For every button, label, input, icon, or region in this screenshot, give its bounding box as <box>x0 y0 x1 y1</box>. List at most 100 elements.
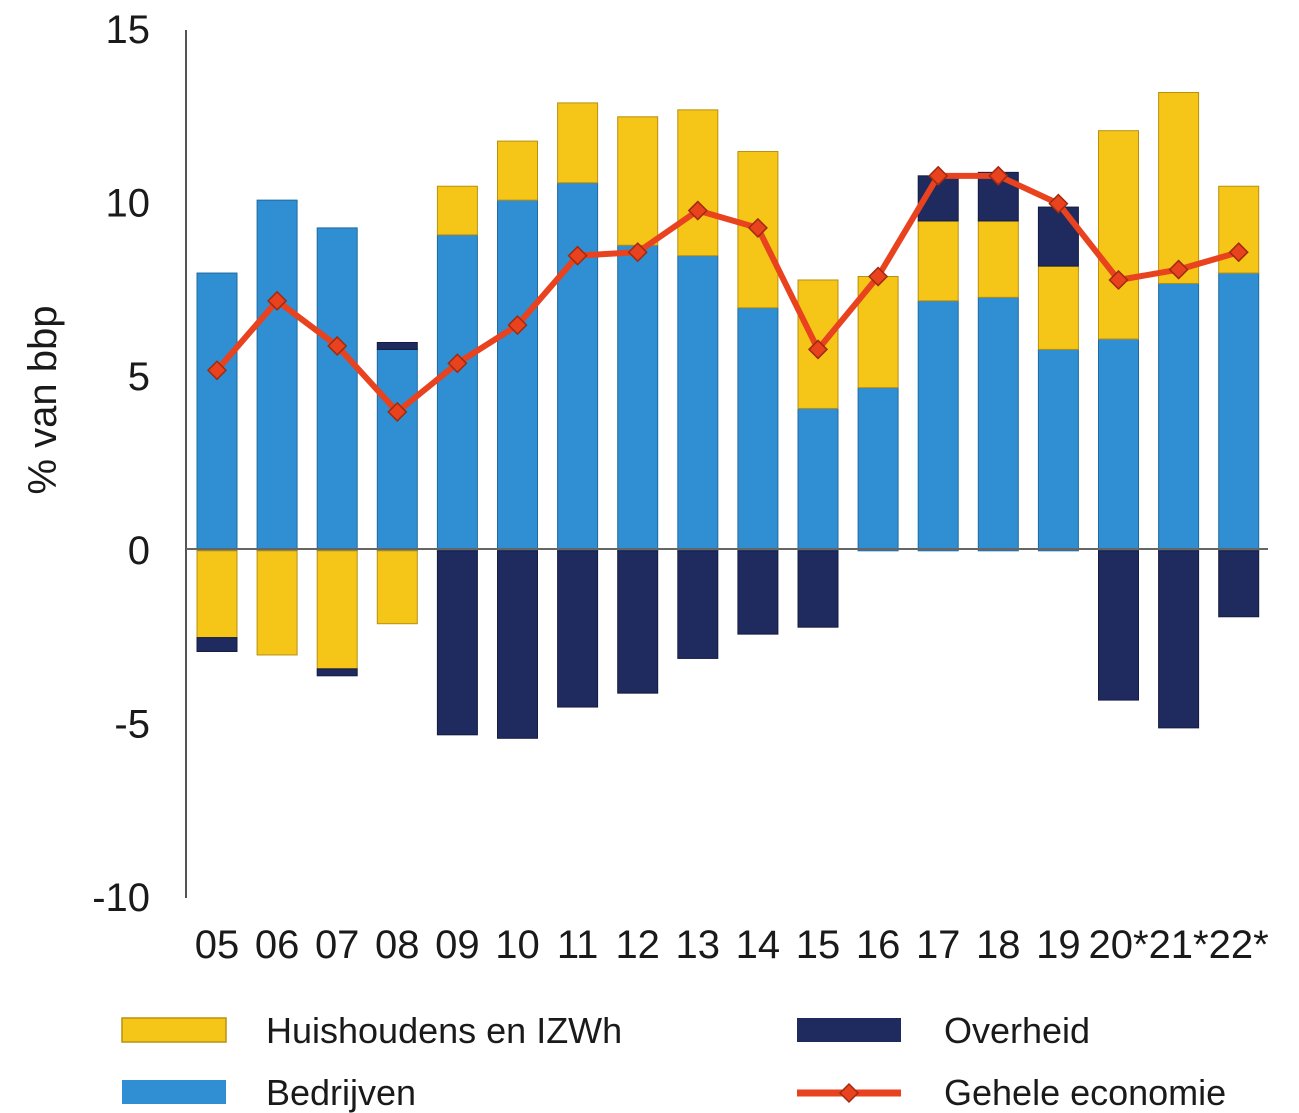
bar-huishoudens-06 <box>256 550 298 656</box>
x-tick-label: 06 <box>255 923 300 967</box>
bars-layer <box>196 91 1260 739</box>
bar-bedrijven-22 <box>1218 272 1260 552</box>
point-gehele-15 <box>807 339 829 360</box>
point-gehele-09 <box>447 353 468 374</box>
x-tick-label: 07 <box>315 923 360 967</box>
y-tick-label: -10 <box>92 876 150 920</box>
line-layer <box>206 165 1249 422</box>
x-tick-label: 11 <box>557 923 599 967</box>
bar-overheid-07 <box>316 668 358 677</box>
x-tick-label: 13 <box>676 923 721 967</box>
bar-overheid-21 <box>1158 550 1200 729</box>
bar-overheid-11 <box>557 550 599 708</box>
bar-overheid-14 <box>737 550 779 635</box>
bar-bedrijven-09 <box>436 234 478 552</box>
bar-bedrijven-11 <box>557 182 599 552</box>
point-gehele-21 <box>1168 259 1189 280</box>
bar-huishoudens-20 <box>1098 130 1139 340</box>
point-gehele-12 <box>627 242 648 263</box>
x-tick-label: 20* <box>1088 923 1148 967</box>
bar-overheid-13 <box>677 550 719 659</box>
x-tick-label: 18 <box>976 923 1021 967</box>
bar-overheid-22 <box>1218 550 1260 618</box>
x-tick-label: 19 <box>1036 923 1081 967</box>
x-tick-label: 14 <box>736 923 781 967</box>
point-gehele-10 <box>507 315 528 336</box>
y-tick-label: 15 <box>106 8 151 52</box>
bar-overheid-19 <box>1037 206 1079 267</box>
x-tick-label: 21* <box>1149 923 1209 967</box>
y-ticks: 15 10 5 0 -5 -10 <box>92 8 150 920</box>
bar-overheid-12 <box>617 550 659 694</box>
bar-bedrijven-13 <box>677 255 719 552</box>
x-tick-label: 09 <box>435 923 480 967</box>
bar-bedrijven-15 <box>797 407 839 552</box>
x-tick-label: 22* <box>1209 923 1269 967</box>
bar-huishoudens-11 <box>557 102 599 184</box>
x-tick-label: 05 <box>195 923 240 967</box>
y-tick-label: 5 <box>128 355 150 399</box>
bar-bedrijven-14 <box>737 307 779 552</box>
x-tick-label: 10 <box>495 923 540 967</box>
bar-bedrijven-17 <box>917 300 959 552</box>
point-gehele-13 <box>687 200 708 221</box>
legend-swatch-gehele-marker <box>838 1082 860 1104</box>
bar-huishoudens-18 <box>977 220 1019 298</box>
point-gehele-19 <box>1048 193 1069 214</box>
y-axis-label: % van bbp <box>21 305 65 494</box>
bar-huishoudens-08 <box>376 550 418 625</box>
point-gehele-08 <box>387 401 408 422</box>
bar-huishoudens-19 <box>1037 265 1079 350</box>
bar-overheid-20 <box>1098 550 1139 701</box>
point-gehele-16 <box>868 266 889 287</box>
point-gehele-05 <box>206 360 228 381</box>
point-gehele-14 <box>747 217 768 238</box>
bar-huishoudens-17 <box>917 220 959 302</box>
y-tick-label: -5 <box>114 702 150 746</box>
bar-bedrijven-18 <box>977 296 1019 552</box>
x-tick-label: 08 <box>375 923 420 967</box>
x-tick-label: 15 <box>796 923 841 967</box>
legend: Huishoudens en IZWh Overheid Bedrijven G… <box>121 1010 1226 1113</box>
bar-overheid-10 <box>497 550 538 739</box>
point-gehele-06 <box>267 290 288 311</box>
legend-label-bedrijven: Bedrijven <box>266 1072 416 1113</box>
legend-label-gehele: Gehele economie <box>944 1072 1226 1113</box>
point-gehele-11 <box>567 245 588 266</box>
x-tick-label: 17 <box>916 923 961 967</box>
bar-bedrijven-08 <box>376 348 418 552</box>
x-ticks: 05 06 07 08 09 10 11 12 13 14 15 16 17 18 19 20* 21* 22* <box>195 923 1269 967</box>
axes <box>185 30 1268 898</box>
legend-swatch-huishoudens <box>121 1017 227 1043</box>
legend-swatch-bedrijven <box>122 1080 226 1104</box>
x-tick-label: 16 <box>856 923 901 967</box>
point-gehele-17 <box>928 165 949 186</box>
point-gehele-20 <box>1108 269 1129 291</box>
legend-swatch-overheid <box>797 1018 901 1042</box>
bar-bedrijven-20 <box>1098 338 1139 552</box>
bar-overheid-05 <box>196 637 238 652</box>
bar-bedrijven-12 <box>617 244 659 552</box>
point-gehele-18 <box>988 165 1009 186</box>
bar-bedrijven-21 <box>1158 282 1200 552</box>
legend-label-huishoudens: Huishoudens en IZWh <box>266 1010 622 1051</box>
bar-huishoudens-05 <box>196 550 238 639</box>
y-tick-label: 10 <box>106 182 151 226</box>
bar-overheid-15 <box>797 550 839 628</box>
bar-huishoudens-12 <box>617 116 659 246</box>
bar-bedrijven-05 <box>196 272 238 552</box>
bar-overheid-09 <box>436 550 478 736</box>
bar-huishoudens-10 <box>497 140 538 201</box>
x-tick-label: 12 <box>615 923 660 967</box>
y-tick-label: 0 <box>128 529 150 573</box>
line-gehele-economie <box>214 172 1242 415</box>
bar-bedrijven-07 <box>316 227 358 552</box>
bar-bedrijven-19 <box>1037 348 1079 552</box>
bar-huishoudens-21 <box>1158 91 1200 284</box>
point-gehele-07 <box>327 335 348 357</box>
bar-huishoudens-13 <box>677 109 719 257</box>
bar-huishoudens-07 <box>316 550 358 670</box>
bar-bedrijven-06 <box>256 199 298 552</box>
legend-label-overheid: Overheid <box>944 1010 1090 1051</box>
